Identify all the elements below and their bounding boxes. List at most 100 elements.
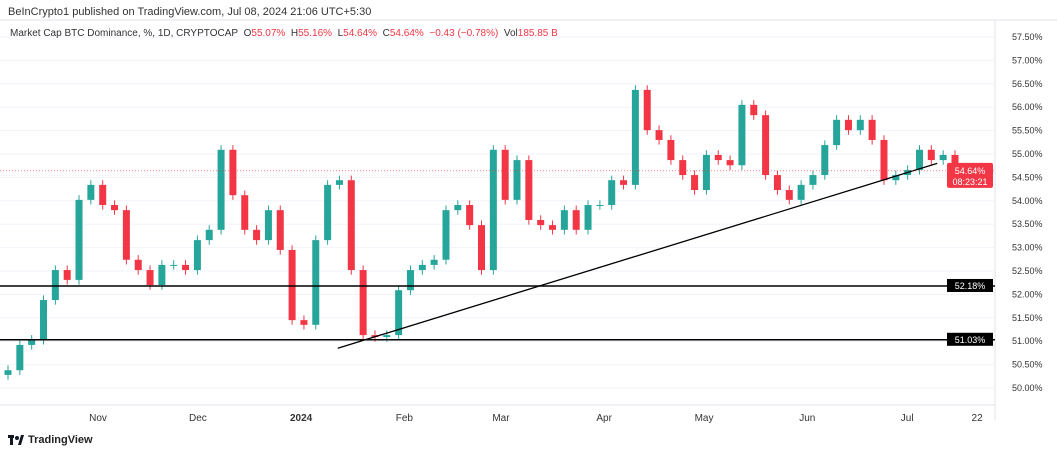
candle-body <box>927 149 935 161</box>
candle <box>276 205 284 255</box>
y-tick-label: 57.00% <box>1012 55 1043 65</box>
level-label-box <box>947 332 993 346</box>
candle-body <box>691 175 699 191</box>
candle <box>726 155 734 170</box>
candle-body <box>16 344 24 371</box>
candle-body <box>312 240 320 325</box>
x-tick-label: Mar <box>492 413 510 424</box>
candle <box>821 140 829 180</box>
symbol-name[interactable]: Market Cap BTC Dominance, %, 1D, CRYPTOC… <box>10 28 239 39</box>
candle-body <box>714 154 722 161</box>
candle-body <box>525 160 533 220</box>
candle <box>182 260 190 275</box>
y-tick-label: 53.50% <box>1012 219 1043 229</box>
candle-body <box>915 149 923 170</box>
last-price-label: 54.64% <box>955 166 986 176</box>
candle <box>584 200 592 235</box>
candle-body <box>667 139 675 161</box>
candle-body <box>762 115 770 176</box>
candle-body <box>347 180 355 271</box>
candle <box>466 200 474 230</box>
candle-body <box>122 210 130 260</box>
y-tick-label: 57.50% <box>1012 32 1043 42</box>
candle <box>454 200 462 215</box>
candle-body <box>560 210 568 230</box>
candle-body <box>359 270 367 336</box>
candle-body <box>383 335 391 337</box>
candle-body <box>134 259 142 271</box>
candle-body <box>300 320 308 325</box>
candle-body <box>170 264 178 266</box>
candle <box>513 155 521 205</box>
candle <box>868 115 876 145</box>
published-note: BeInCrypto1 published on TradingView.com… <box>8 6 372 18</box>
candle-body <box>406 270 414 291</box>
brand-name: TradingView <box>28 434 93 446</box>
candle <box>608 175 616 210</box>
candle-body <box>750 104 758 116</box>
tradingview-logo[interactable]: TradingView <box>8 434 93 446</box>
candle-body <box>454 205 462 211</box>
candle <box>773 170 781 195</box>
candle <box>170 260 178 270</box>
candle <box>324 180 332 245</box>
symbol-legend: Market Cap BTC Dominance, %, 1D, CRYPTOC… <box>10 28 558 39</box>
candle <box>762 110 770 180</box>
candle-body <box>51 270 59 301</box>
candle-body <box>335 180 343 185</box>
candle-body <box>4 370 12 375</box>
volume-value: 185.85 B <box>517 28 558 39</box>
candle <box>253 225 261 245</box>
candle-body <box>572 210 580 230</box>
candle-body <box>418 264 426 271</box>
candle <box>655 125 663 145</box>
candle <box>856 115 864 135</box>
candle <box>312 235 320 330</box>
candle <box>702 150 710 195</box>
candle <box>75 195 83 285</box>
candle-body <box>193 240 201 271</box>
candle <box>205 225 213 245</box>
candle-body <box>655 130 663 140</box>
y-tick-label: 51.50% <box>1012 313 1043 323</box>
level-label: 52.18% <box>955 281 986 291</box>
candle-body <box>182 264 190 271</box>
candle-body <box>478 225 485 271</box>
candle <box>359 265 367 340</box>
candle <box>560 205 568 235</box>
candle-body <box>466 205 474 226</box>
candle <box>418 260 426 275</box>
volume-label: Vol <box>503 28 518 39</box>
candle <box>915 145 923 175</box>
candle-body <box>892 175 900 181</box>
candle <box>844 115 852 135</box>
x-tick-label: Nov <box>89 413 107 424</box>
y-tick-label: 56.50% <box>1012 79 1043 89</box>
candle-body <box>773 175 781 191</box>
x-tick-label: Dec <box>189 413 207 424</box>
y-tick-label: 50.50% <box>1012 360 1043 370</box>
candle-body <box>158 264 166 286</box>
y-tick-label: 50.00% <box>1012 383 1043 393</box>
candle-body <box>217 149 225 230</box>
x-tick-label: Apr <box>596 413 612 424</box>
candle <box>892 170 900 185</box>
candle <box>99 180 107 210</box>
candle <box>347 175 355 275</box>
candle <box>939 150 947 165</box>
low-value: 54.64% <box>343 28 378 39</box>
candle <box>750 100 758 120</box>
y-tick-label: 53.00% <box>1012 243 1043 253</box>
candle <box>122 205 130 265</box>
y-tick-label: 54.50% <box>1012 172 1043 182</box>
candle <box>442 205 450 265</box>
candle-body <box>241 195 249 230</box>
x-tick-label: Jul <box>901 413 914 424</box>
candle <box>489 145 497 275</box>
candle <box>833 115 841 150</box>
candle-body <box>111 205 119 211</box>
candle <box>217 145 225 235</box>
level-label-box <box>947 278 993 292</box>
